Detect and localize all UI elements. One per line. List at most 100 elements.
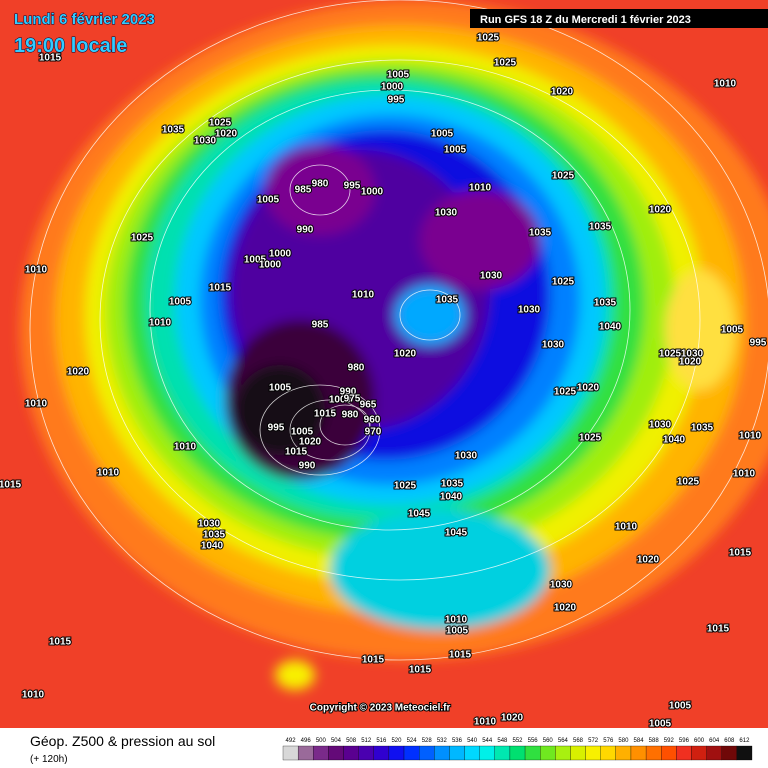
isobar-label: 1030: [455, 451, 478, 462]
colorbar-label: 532: [437, 738, 448, 744]
colorbar-label: 564: [558, 738, 569, 744]
isobar-label: 970: [365, 427, 382, 438]
colorbar-swatch: [691, 745, 707, 761]
isobar-label: 1005: [669, 701, 692, 712]
colorbar-label: 596: [679, 738, 690, 744]
colorbar-label: 504: [331, 738, 342, 744]
isobar-label: 1000: [259, 260, 282, 271]
isobar-label: 1005: [721, 325, 744, 336]
colorbar-swatch: [721, 745, 738, 761]
isobar-label: 1025: [677, 477, 700, 488]
isobar-label: 1030: [194, 136, 217, 147]
isobar-label: 1005: [444, 145, 467, 156]
isobar-label: 1010: [25, 265, 48, 276]
isobar-label: 1020: [215, 129, 238, 140]
colorbar-label: 552: [512, 738, 523, 744]
colorbar-swatch: [540, 745, 556, 761]
isobar-label: 1010: [615, 522, 638, 533]
colorbar-swatch: [600, 745, 616, 761]
isobar-label: 1020: [679, 357, 702, 368]
colorbar-swatch: [555, 745, 571, 761]
colorbar-label: 524: [407, 738, 418, 744]
isobar-label: 1010: [733, 469, 756, 480]
isobar-label: 1005: [269, 383, 292, 394]
colorbar-swatch: [630, 745, 647, 761]
colorbar-label: 492: [286, 738, 297, 744]
isobar-label: 1035: [529, 228, 552, 239]
isobar-label: 995: [268, 423, 285, 434]
isobar-label: 1025: [494, 58, 517, 69]
colorbar-label: 508: [346, 738, 357, 744]
colorbar-label: 496: [301, 738, 312, 744]
isobar-label: 1005: [244, 255, 267, 266]
isobar-label: 990: [340, 387, 357, 398]
colorbar-label: 592: [664, 738, 675, 744]
isobar-label: 1000: [381, 82, 404, 93]
colorbar-label: 608: [724, 738, 735, 744]
colorbar-swatch: [706, 745, 722, 761]
isobar-label: 1000: [269, 249, 292, 260]
colorbar-swatch: [524, 745, 541, 761]
isobar-label: 1040: [201, 541, 224, 552]
isobar-label: 1010: [352, 290, 375, 301]
date: Lundi 6 février 2023: [14, 11, 155, 28]
isobar-label: 1025: [659, 349, 682, 360]
isobar-label: 1020: [299, 437, 322, 448]
copyright: Copyright © 2023 Meteociel.fr: [310, 703, 451, 714]
isobar-label: 995: [388, 95, 405, 106]
isobar-label: 1010: [739, 431, 762, 442]
isobar-label: 980: [342, 410, 359, 421]
isobar-label: 1030: [649, 420, 672, 431]
isobar-label: 1015: [449, 650, 472, 661]
colorbar-swatch: [479, 745, 495, 761]
footer-lead: (+ 120h): [30, 754, 68, 765]
colorbar-swatch: [358, 745, 374, 761]
colorbar-swatch: [736, 745, 753, 761]
colorbar-swatch: [343, 745, 359, 761]
colorbar-swatch: [676, 745, 692, 761]
isobar-label: 1010: [469, 183, 492, 194]
isobar-label: 1045: [408, 509, 431, 520]
isobar-label: 1030: [518, 305, 541, 316]
isobar-label: 1035: [589, 222, 612, 233]
isobar-label: 1035: [441, 479, 464, 490]
isobar-label: 1020: [554, 603, 577, 614]
map: 1015102510251010102010051000995103510251…: [0, 0, 768, 731]
isobar-label: 1020: [649, 205, 672, 216]
colorbar-label: 512: [361, 738, 372, 744]
isobar-label: 1025: [579, 433, 602, 444]
colorbar-swatch: [434, 745, 450, 761]
isobar-label: 1030: [435, 208, 458, 219]
colorbar-label: 604: [709, 738, 720, 744]
isobar-label: 1025: [209, 118, 232, 129]
isobar-label: 1040: [440, 492, 463, 503]
isobar-label: 1020: [394, 349, 417, 360]
isobar-label: 1015: [0, 480, 22, 491]
isobar-label: 980: [312, 179, 329, 190]
isobar-label: 1035: [691, 423, 714, 434]
run-box: [470, 9, 768, 28]
colorbar-swatch: [615, 745, 632, 761]
isobar-label: 1030: [542, 340, 565, 351]
isobar-label: 1025: [394, 481, 417, 492]
colorbar-label: 544: [482, 738, 493, 744]
isobar-label: 975: [344, 394, 361, 405]
isobar-label: 1010: [174, 442, 197, 453]
colorbar-label: 576: [603, 738, 614, 744]
colorbar-swatch: [509, 745, 526, 761]
colorbar-swatch: [449, 745, 465, 761]
isobar-label: 1000: [361, 187, 384, 198]
isobar-label: 1030: [480, 271, 503, 282]
colorbar-label: 556: [528, 738, 539, 744]
isobar-label: 985: [312, 320, 329, 331]
colorbar-swatch: [282, 745, 299, 761]
colorbar-swatch: [645, 745, 662, 761]
colorbar-swatch: [328, 745, 344, 761]
isobar-label: 1045: [445, 528, 468, 539]
colorbar-label: 568: [573, 738, 584, 744]
isobar-label: 990: [299, 461, 316, 472]
isobar-label: 1015: [409, 665, 432, 676]
colorbar-label: 584: [634, 738, 645, 744]
colorbar-label: 588: [649, 738, 660, 744]
